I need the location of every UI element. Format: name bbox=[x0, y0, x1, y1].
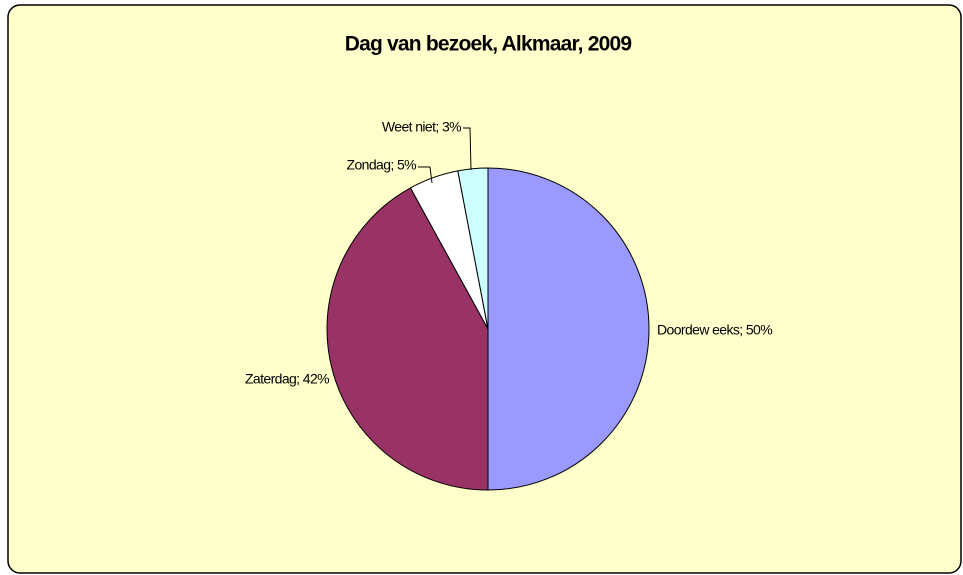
leader-line bbox=[463, 127, 472, 171]
data-label: Doordew eeks; 50% bbox=[657, 322, 772, 338]
data-label: Weet niet; 3% bbox=[382, 119, 461, 135]
leader-line bbox=[418, 166, 433, 184]
data-label: Zaterdag; 42% bbox=[245, 371, 329, 387]
pie-slice bbox=[457, 167, 489, 330]
pie-slice bbox=[487, 167, 650, 491]
pie-slice bbox=[326, 187, 489, 491]
chart-title: Dag van bezoek, Alkmaar, 2009 bbox=[345, 33, 632, 56]
data-label: Zondag; 5% bbox=[347, 157, 417, 173]
